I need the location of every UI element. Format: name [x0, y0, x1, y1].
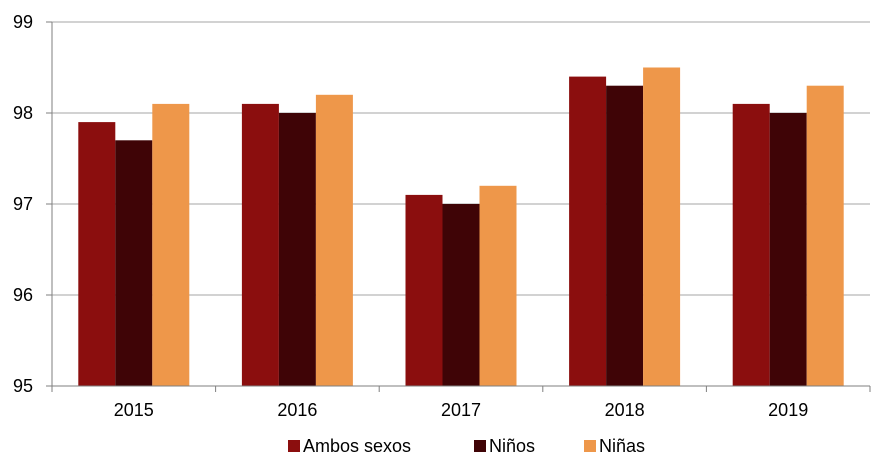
bar-niñas-2019: [806, 85, 844, 386]
legend-swatch: [584, 440, 596, 452]
y-tick-labels: 95 96 97 98 99: [13, 12, 33, 396]
legend-swatch: [288, 440, 300, 452]
bar-niñas-2016: [315, 94, 353, 387]
bar-ambos-sexos-2018: [569, 76, 607, 386]
bar-niñas-2018: [643, 67, 681, 386]
bar-ambos-sexos-2016: [241, 103, 279, 387]
y-tick-label: 99: [13, 12, 33, 32]
x-tick-label: 2016: [277, 400, 317, 420]
x-tick-label: 2015: [114, 400, 154, 420]
bar-niños-2018: [606, 85, 644, 386]
x-tick-labels: 2015 2016 2017 2018 2019: [114, 400, 808, 420]
bar-niños-2019: [769, 113, 807, 386]
legend-label: Ambos sexos: [303, 436, 411, 456]
axes: [46, 21, 871, 392]
bar-ambos-sexos-2015: [78, 122, 116, 386]
legend-swatch: [474, 440, 486, 452]
legend-label: Niñas: [599, 436, 645, 456]
bar-niños-2015: [115, 140, 153, 386]
x-tick-label: 2018: [605, 400, 645, 420]
legend: Ambos sexos Niños Niñas: [288, 436, 645, 456]
x-tick-label: 2019: [768, 400, 808, 420]
bar-ambos-sexos-2017: [405, 194, 443, 386]
bar-niños-2016: [278, 113, 316, 386]
y-tick-label: 98: [13, 103, 33, 123]
y-tick-label: 97: [13, 194, 33, 214]
y-tick-label: 96: [13, 285, 33, 305]
bar-ambos-sexos-2019: [732, 103, 770, 387]
bars: [78, 67, 844, 387]
bar-niñas-2015: [152, 103, 190, 387]
y-tick-label: 95: [13, 376, 33, 396]
bar-niños-2017: [442, 204, 480, 386]
legend-label: Niños: [489, 436, 535, 456]
bar-niñas-2017: [479, 185, 517, 386]
x-tick-label: 2017: [441, 400, 481, 420]
